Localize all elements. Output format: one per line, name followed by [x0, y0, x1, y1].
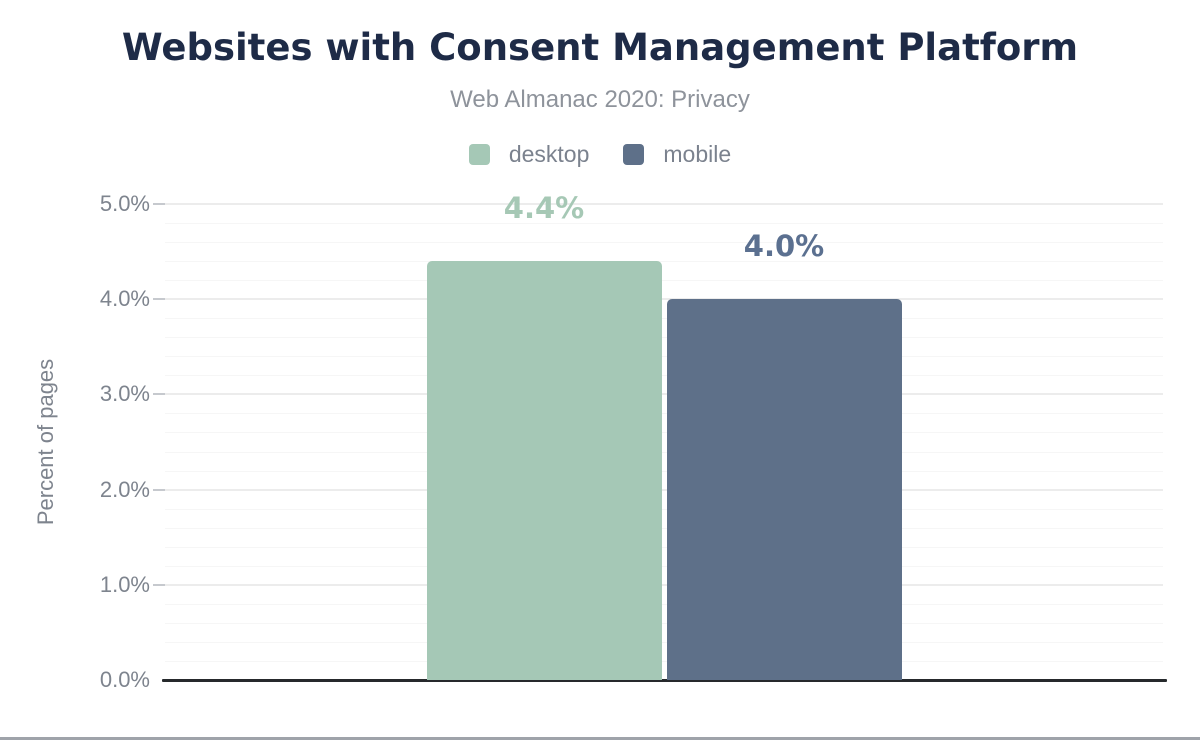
gridline-major	[165, 203, 1163, 205]
y-tick-mark	[153, 298, 165, 301]
gridline-minor	[165, 223, 1163, 225]
gridline-minor	[165, 451, 1163, 453]
gridline-minor	[165, 508, 1163, 510]
gridline-minor	[165, 603, 1163, 605]
chart-subtitle: Web Almanac 2020: Privacy	[450, 86, 750, 113]
gridline-minor	[165, 546, 1163, 548]
legend-label: desktop	[508, 140, 590, 167]
gridline-minor	[165, 356, 1163, 358]
gridline-minor	[165, 660, 1163, 662]
bar-value-label-desktop: 4.4%	[503, 191, 585, 226]
y-axis-title: Percent of pages	[33, 358, 58, 526]
gridline-minor	[165, 565, 1163, 567]
gridline-minor	[165, 470, 1163, 472]
x-axis-line	[162, 679, 1167, 682]
chart-title: Websites with Consent Management Platfor…	[121, 26, 1079, 69]
legend-item-desktop[interactable]: desktop	[468, 140, 590, 168]
bar-value-label-mobile: 4.0%	[743, 229, 825, 264]
gridline-minor	[165, 622, 1163, 624]
legend-swatch-desktop	[468, 143, 490, 165]
legend-label: mobile	[663, 140, 732, 167]
bar-desktop[interactable]	[426, 261, 662, 680]
y-tick-mark	[153, 488, 165, 491]
gridline-major	[165, 583, 1163, 586]
gridline-major	[165, 488, 1163, 491]
y-tick-label: 1.0%	[99, 571, 150, 597]
plot-area: 0.0% 1.0% 2.0% 3.0% 4.0% 5.0% 4.4% 4.0%	[100, 191, 1167, 692]
gridline-minor	[165, 261, 1163, 263]
gridline-major	[165, 298, 1163, 301]
legend: desktop mobile	[0, 140, 1200, 168]
y-tick-label: 4.0%	[99, 286, 150, 312]
y-tick-label: 2.0%	[99, 476, 150, 502]
legend-swatch-mobile	[623, 143, 645, 165]
gridline-minor	[165, 641, 1163, 643]
bottom-divider	[0, 737, 1200, 740]
gridline-minor	[165, 280, 1163, 282]
gridline-minor	[165, 527, 1163, 529]
bar-mobile[interactable]	[666, 299, 902, 680]
gridline-minor	[165, 413, 1163, 415]
y-tick-mark	[153, 393, 165, 396]
y-tick-mark	[153, 583, 165, 586]
y-tick-mark	[153, 203, 165, 205]
legend-item-mobile[interactable]: mobile	[623, 141, 731, 168]
gridline-minor	[165, 242, 1163, 244]
gridline-minor	[165, 432, 1163, 434]
gridline-major	[165, 393, 1163, 396]
gridline-minor	[165, 318, 1163, 320]
y-tick-label: 3.0%	[99, 381, 150, 407]
gridline-minor	[165, 337, 1163, 339]
y-tick-label: 5.0%	[99, 191, 150, 216]
gridline-minor	[165, 375, 1163, 377]
y-tick-label: 0.0%	[99, 667, 150, 692]
